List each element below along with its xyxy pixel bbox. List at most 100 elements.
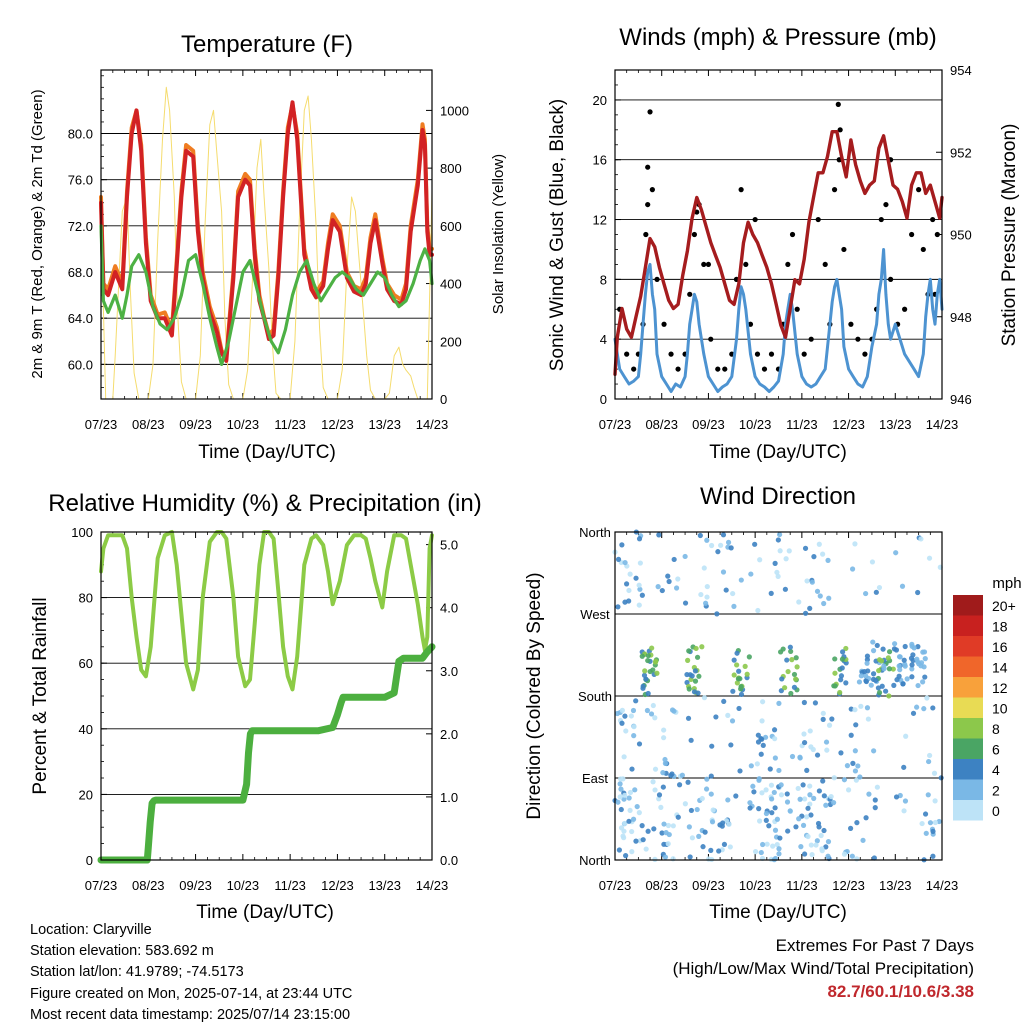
wdir-point [857,774,863,780]
wdir-point [629,849,635,855]
humidity-title: Relative Humidity (%) & Precipitation (i… [48,490,481,517]
temp-x-tick-label: 11/23 [274,417,306,432]
wdir-point [826,595,832,601]
wdir-point [870,639,876,645]
wdir-point [865,716,872,722]
rh-x-tick-label: 08/23 [132,878,165,893]
wdir-point [772,827,779,833]
wdir-y-tick-label: West [580,607,610,622]
wdir-point [645,828,651,834]
wdir-point [699,644,705,650]
wdir-point [731,672,737,678]
wind-series-0-point [855,336,861,342]
wdir-point [720,820,726,826]
wind-series-2-line [613,129,944,376]
wdir-point [633,575,639,581]
wdir-point [763,787,769,793]
wind-x-tick-label: 14/23 [926,417,959,432]
wdir-point [656,796,662,802]
rh-frame [100,531,433,861]
wdir-point [647,668,653,675]
wdir-point [701,695,708,701]
wdir-point [658,804,664,810]
speed-legend-label: 0 [992,803,1000,819]
wdir-point [772,755,778,761]
wdir-point [752,541,758,547]
wind-series-0-point [822,261,828,268]
rh-x-tick-label: 13/23 [368,878,401,893]
wind-series-0-point [862,351,868,357]
wdir-point [801,731,807,737]
wdir-point [930,828,936,834]
wdir-point [636,582,642,588]
temp-plot: 60.0 64.0 68.0 72.0 76.0 80.0 0 200 400 600 800 100… [68,69,469,432]
temp-x-tick-label: 14/23 [416,417,449,432]
wdir-point [891,682,897,688]
wdir-point [839,665,845,671]
wdir-point [820,710,826,716]
rh-y2-tick-label: 3.0 [440,664,458,679]
wdir-point [876,689,883,696]
wdir-point [880,646,886,652]
wdir-point [704,776,710,782]
temp-series-3-line [99,224,434,366]
wdir-point [892,641,898,647]
wdir-point [708,773,714,779]
temp-x-tick-label: 12/23 [321,417,354,432]
wind-series-0-point [888,276,894,282]
wdir-point [922,811,929,817]
temp-x-tick-label: 10/23 [227,417,260,432]
wdir-point [902,663,908,669]
wdir-point [901,808,907,814]
wdir-point [756,806,762,812]
wdir-point [639,653,645,659]
wind-series-0-point [920,246,926,253]
temperature-y-label: 2m & 9m T (Red, Orange) & 2m Td (Green) [29,89,46,378]
wind-x-tick-label: 07/23 [599,417,632,432]
wdir-point [930,853,936,859]
wdir-point [720,532,727,538]
wdir-point [736,705,742,712]
wdir-point [636,741,643,747]
wdir-point [916,661,922,667]
wdir-point [669,771,675,777]
wdir-point [866,791,872,797]
wdir-point [850,760,856,766]
wind-series-0-point [916,187,922,193]
wdir-point [840,649,846,655]
wdir-point [927,752,933,759]
wdir-point [774,816,780,822]
rh-y2-tick-label: 4.0 [440,601,458,616]
winds-panel: Winds (mph) & Pressure (mb) Sonic Wind &… [547,24,1020,463]
wdir-point [614,710,620,717]
wdir-frame [614,531,943,861]
wdir-point [784,657,790,663]
wdir-point [660,770,666,776]
wdir-point [686,824,692,830]
wdir-y-tick-label: South [578,689,612,704]
wdir-point [626,587,632,594]
wdir-point [828,793,834,800]
wdir-point [776,767,782,774]
rh-x-tick-label: 10/23 [227,878,260,893]
wdir-point [832,683,838,689]
wdir-point [829,716,835,722]
wdir-point [868,682,874,688]
wdir-point [817,593,823,599]
wdir-point [864,660,870,666]
winds-y2-label: Station Pressure (Maroon) [999,124,1020,347]
wdir-point [788,690,794,697]
wdir-point [858,673,864,679]
wdir-point [726,821,732,827]
wdir-point [737,768,743,774]
wdir-point [800,822,807,828]
chart-marks: 60.064.068.072.076.080.00200400600800100… [68,63,1016,893]
speed-legend-label: 6 [992,742,1000,758]
wdir-point [759,790,765,796]
wdir-point [881,666,887,672]
wind-series-0-point [705,261,712,268]
wdir-point [728,545,734,551]
wdir-point [665,573,671,579]
wdir-point [893,794,900,800]
wdir-point [909,643,915,649]
